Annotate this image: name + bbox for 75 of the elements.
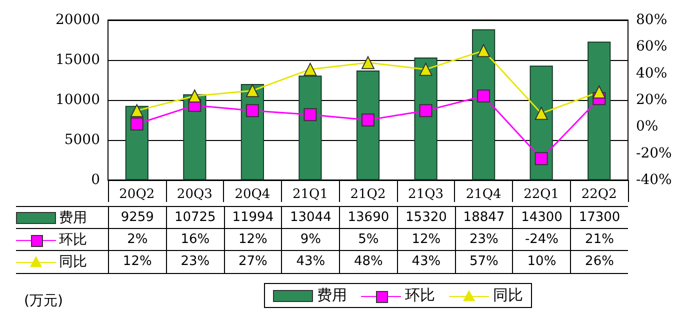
data-label: -24%: [512, 229, 570, 251]
point: [130, 104, 144, 118]
data-label: 14300: [512, 207, 570, 229]
data-label: 57%: [454, 251, 512, 273]
x-tick-label: 21Q4: [466, 187, 502, 202]
y-tick-label: 20000: [55, 12, 100, 28]
point: [362, 56, 374, 70]
data-label: 13044: [281, 207, 340, 229]
data-label: 12%: [224, 229, 282, 251]
point: [246, 104, 259, 118]
data-label: 12%: [396, 229, 455, 251]
data-label: 2%: [108, 229, 166, 251]
data-label: 12%: [108, 251, 166, 273]
y2-tick-label: 40%: [636, 65, 668, 82]
y2-tick-label: 20%: [636, 92, 668, 108]
bar: [356, 70, 380, 180]
y-tick-label: 10000: [55, 92, 100, 108]
point: [188, 90, 202, 102]
data-label: 10%: [512, 251, 570, 273]
legend-label: 同比: [59, 253, 87, 271]
text: 费用: [317, 286, 347, 304]
point: [304, 62, 317, 76]
point: [592, 86, 606, 98]
data-label: 13690: [339, 207, 397, 229]
x-tick-label: 20Q2: [119, 187, 155, 202]
y2-tick-label: -20%: [636, 145, 672, 162]
point: [477, 44, 490, 58]
text: 环比: [405, 286, 435, 304]
data-label: 11994: [224, 207, 282, 229]
y2-tick-label: 60%: [636, 38, 668, 55]
x-tick-label: 20Q4: [234, 187, 270, 202]
x-tick-label: 20Q3: [176, 187, 212, 202]
point: [419, 104, 432, 118]
text: (万元): [24, 293, 63, 309]
y2-tick-label: -40%: [636, 172, 672, 188]
point: [477, 90, 490, 102]
y-tick-label: 0: [91, 172, 100, 188]
data-label: 21%: [570, 229, 628, 251]
y2-tick-label: 80%: [636, 12, 668, 28]
bar: [588, 42, 611, 180]
y-tick-label: 5000: [64, 132, 100, 148]
legend-label: 费用: [59, 209, 87, 227]
point: [304, 108, 317, 122]
legend-label: 环比: [59, 231, 87, 249]
data-label: 23%: [454, 229, 512, 251]
data-label: 43%: [396, 251, 455, 273]
x-tick-label: 21Q2: [350, 187, 386, 202]
point: [130, 118, 144, 130]
data-label: 17300: [570, 207, 628, 229]
data-label: 43%: [281, 251, 340, 273]
point: [534, 106, 548, 120]
x-tick-label: 22Q2: [581, 187, 617, 202]
point: [246, 84, 259, 98]
data-label: 15320: [396, 207, 455, 229]
data-label: 26%: [570, 251, 628, 273]
data-label: 18847: [454, 207, 512, 229]
y2-tick-label: 0%: [636, 118, 658, 135]
point: [534, 152, 548, 166]
x-tick-label: 21Q1: [292, 187, 328, 202]
data-label: 27%: [224, 251, 282, 273]
text: 同比: [493, 286, 523, 304]
data-label: 9259: [108, 207, 166, 229]
bar: [472, 29, 496, 180]
point: [362, 114, 374, 126]
data-label: 23%: [166, 251, 224, 273]
data-label: 9%: [281, 229, 340, 251]
bar: [298, 76, 322, 180]
x-tick-label: 22Q1: [524, 187, 560, 202]
x-tick-label: 21Q3: [408, 187, 444, 202]
data-label: 48%: [339, 251, 397, 273]
data-label: 10725: [166, 207, 224, 229]
point: [419, 62, 432, 76]
y-tick-label: 15000: [55, 52, 100, 68]
data-label: 5%: [339, 229, 397, 251]
data-label: 16%: [166, 229, 224, 251]
